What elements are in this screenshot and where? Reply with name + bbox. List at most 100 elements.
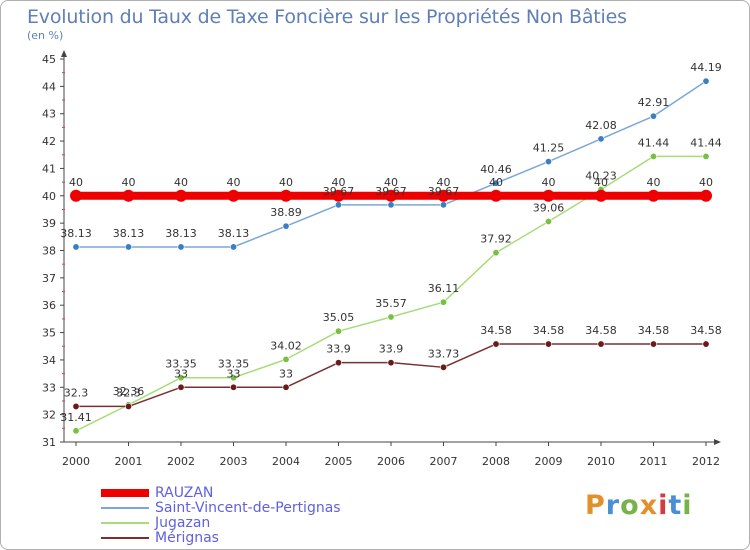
data-point <box>72 243 80 251</box>
data-label: 34.58 <box>638 324 670 337</box>
data-label: 40 <box>542 176 556 189</box>
data-label: 35.05 <box>323 311 355 324</box>
data-label: 32.36 <box>113 385 145 398</box>
data-point <box>177 243 185 251</box>
data-point <box>280 189 292 202</box>
logo-letter: t <box>668 490 683 521</box>
y-tick-label: 39 <box>42 217 56 230</box>
data-point <box>387 313 395 321</box>
data-label: 32.3 <box>116 386 141 399</box>
x-tick-label: 2009 <box>535 455 563 468</box>
logo-letter: x <box>639 490 659 521</box>
logo-letter: r <box>605 490 621 521</box>
x-axis-arrow <box>714 439 721 445</box>
y-axis-arrow <box>61 50 67 57</box>
legend-label: Saint-Vincent-de-Pertignas <box>155 500 341 516</box>
data-point <box>649 152 657 160</box>
data-label: 38.89 <box>270 206 302 219</box>
data-point <box>125 243 133 251</box>
data-point <box>72 427 80 435</box>
data-label: 40 <box>384 176 398 189</box>
data-point <box>177 383 185 391</box>
x-tick-label: 2003 <box>220 455 248 468</box>
y-tick-label: 45 <box>42 53 56 66</box>
y-tick-label: 34 <box>42 354 56 367</box>
data-point <box>122 189 135 202</box>
data-label: 40 <box>174 176 188 189</box>
data-point <box>544 340 552 348</box>
data-point <box>282 222 290 230</box>
x-tick-label: 2011 <box>640 455 668 468</box>
series-line-Saint-Vincent-de-Pertignas <box>75 80 707 248</box>
data-point <box>175 189 187 202</box>
legend-item: Saint-Vincent-de-Pertignas <box>101 500 341 516</box>
data-point <box>439 201 447 209</box>
x-tick-label: 2010 <box>587 455 615 468</box>
data-label: 40.46 <box>480 163 512 176</box>
data-point <box>597 135 605 143</box>
data-label: 33.35 <box>218 358 250 371</box>
data-label: 38.13 <box>165 227 197 240</box>
data-label: 35.57 <box>375 297 407 310</box>
data-point <box>597 340 605 348</box>
data-label: 41.25 <box>533 142 565 155</box>
data-label: 40 <box>699 176 713 189</box>
logo-letter: P <box>585 490 606 521</box>
data-point <box>647 189 660 202</box>
x-tick-label: 2012 <box>692 455 720 468</box>
data-point <box>492 179 500 187</box>
data-label: 33 <box>174 367 188 380</box>
data-point <box>230 243 238 251</box>
logo-letter: o <box>620 490 640 521</box>
data-label: 33.9 <box>379 343 404 356</box>
data-label: 39.67 <box>375 185 407 198</box>
data-label: 39.06 <box>533 202 565 215</box>
y-tick-label: 42 <box>42 135 56 148</box>
data-label: 40 <box>122 176 136 189</box>
legend-swatch <box>101 537 149 539</box>
data-point <box>439 298 447 306</box>
data-label: 40 <box>647 176 661 189</box>
data-point <box>544 218 552 226</box>
y-tick-label: 36 <box>42 299 56 312</box>
data-point <box>702 152 710 160</box>
data-point <box>492 249 500 257</box>
data-point <box>125 402 133 410</box>
data-point <box>72 402 80 410</box>
chart-title: Evolution du Taux de Taxe Foncière sur l… <box>27 6 627 28</box>
x-tick-label: 2001 <box>115 455 143 468</box>
y-tick-label: 35 <box>42 327 56 340</box>
data-point <box>542 189 555 202</box>
x-tick-label: 2008 <box>482 455 510 468</box>
y-tick-label: 40 <box>42 190 56 203</box>
y-tick-label: 37 <box>42 272 56 285</box>
data-point <box>385 189 397 202</box>
data-point <box>649 112 657 120</box>
data-label: 33 <box>227 367 241 380</box>
data-label: 34.58 <box>585 324 617 337</box>
y-tick-label: 44 <box>42 80 56 93</box>
data-label: 34.02 <box>270 339 302 352</box>
data-label: 34.58 <box>480 324 512 337</box>
data-point <box>439 363 447 371</box>
data-label: 40 <box>594 176 608 189</box>
x-tick-label: 2002 <box>167 455 195 468</box>
data-label: 40 <box>279 176 293 189</box>
data-label: 38.13 <box>60 227 92 240</box>
y-tick-label: 41 <box>42 162 56 175</box>
legend-item: Mérignas <box>101 530 219 546</box>
data-point <box>649 340 657 348</box>
data-point <box>700 189 712 202</box>
data-point <box>334 327 342 335</box>
x-tick-label: 2006 <box>377 455 405 468</box>
data-point <box>492 340 500 348</box>
data-label: 40.23 <box>585 169 617 182</box>
chart-subtitle: (en %) <box>27 29 64 42</box>
data-label: 40 <box>69 176 83 189</box>
data-label: 39.67 <box>428 185 460 198</box>
data-label: 38.13 <box>218 227 250 240</box>
y-tick-label: 43 <box>42 108 56 121</box>
data-point <box>70 189 82 202</box>
